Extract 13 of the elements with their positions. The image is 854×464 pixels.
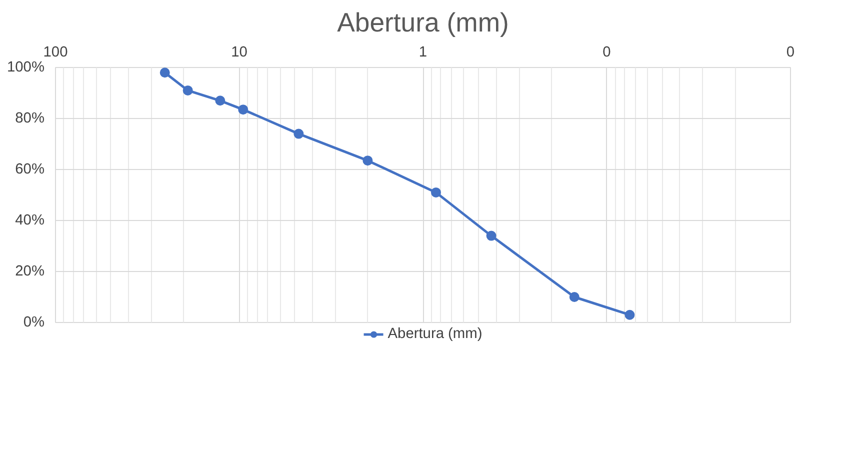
y-tick-label: 100% xyxy=(7,60,45,76)
legend-label: Abertura (mm) xyxy=(388,326,482,342)
chart-title: Abertura (mm) xyxy=(337,8,509,38)
y-tick-label: 60% xyxy=(15,162,45,178)
y-tick-label: 0% xyxy=(23,314,45,330)
y-tick-label: 80% xyxy=(15,110,45,126)
y-tick-label: 20% xyxy=(15,264,45,280)
y-tick-label: 40% xyxy=(15,212,45,228)
x-tick-label: 100 xyxy=(43,44,68,60)
x-tick-label: 0 xyxy=(602,44,611,60)
x-tick-label: 1 xyxy=(418,44,428,60)
x-tick-label: 0 xyxy=(786,44,795,60)
x-tick-label: 10 xyxy=(231,44,248,60)
